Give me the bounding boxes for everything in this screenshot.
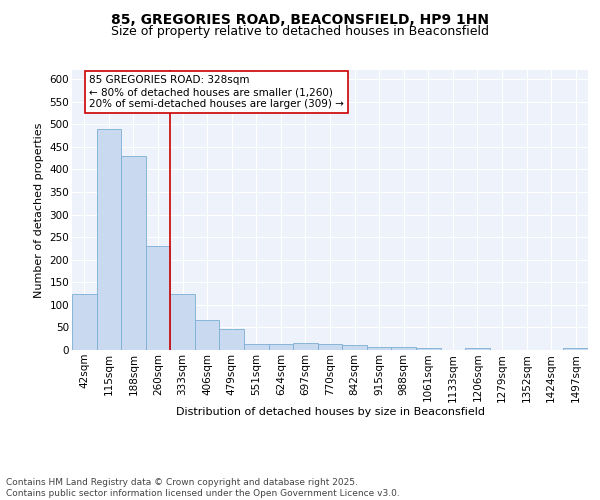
Y-axis label: Number of detached properties: Number of detached properties — [34, 122, 44, 298]
Bar — [146, 246, 170, 350]
Text: Size of property relative to detached houses in Beaconsfield: Size of property relative to detached ho… — [111, 25, 489, 38]
Bar — [318, 344, 342, 350]
Text: Contains HM Land Registry data © Crown copyright and database right 2025.
Contai: Contains HM Land Registry data © Crown c… — [6, 478, 400, 498]
Text: 85 GREGORIES ROAD: 328sqm
← 80% of detached houses are smaller (1,260)
20% of se: 85 GREGORIES ROAD: 328sqm ← 80% of detac… — [89, 76, 344, 108]
Bar — [269, 344, 293, 350]
Bar — [416, 348, 440, 350]
Bar — [342, 346, 367, 350]
Bar — [220, 329, 244, 350]
Bar — [195, 320, 220, 350]
Bar — [72, 294, 97, 350]
Bar — [367, 347, 391, 350]
Bar — [465, 348, 490, 350]
Text: 85, GREGORIES ROAD, BEACONSFIELD, HP9 1HN: 85, GREGORIES ROAD, BEACONSFIELD, HP9 1H… — [111, 12, 489, 26]
Bar — [97, 128, 121, 350]
Bar — [293, 343, 318, 350]
Bar — [563, 348, 588, 350]
Bar — [170, 294, 195, 350]
Bar — [244, 344, 269, 350]
X-axis label: Distribution of detached houses by size in Beaconsfield: Distribution of detached houses by size … — [176, 407, 485, 417]
Bar — [121, 156, 146, 350]
Bar — [391, 348, 416, 350]
